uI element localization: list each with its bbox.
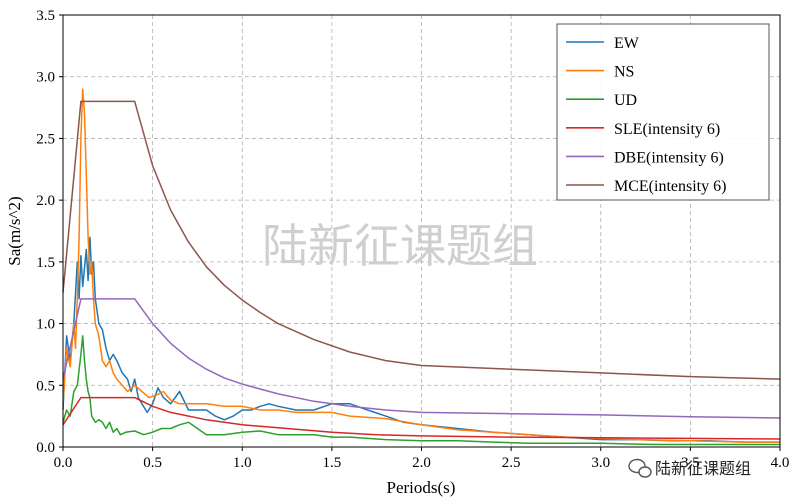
x-tick-label: 3.5 [681, 455, 700, 471]
series-line-dbe [62, 298, 781, 419]
wechat-badge: 陆新征课题组 [628, 458, 751, 478]
y-tick-label: 2.5 [36, 131, 55, 147]
y-tick-label: 0.0 [36, 440, 55, 456]
legend-label: SLE(intensity 6) [614, 121, 720, 138]
series-lines [62, 88, 781, 446]
x-tick-label: 0.5 [143, 455, 162, 471]
badge-text: 陆新征课题组 [655, 459, 751, 478]
x-tick-label: 2.5 [502, 455, 521, 471]
x-tick-label: 0.0 [54, 455, 73, 471]
y-tick-label: 1.5 [36, 255, 55, 271]
series-line-mce [62, 100, 781, 380]
y-tick-label: 3.0 [36, 70, 55, 86]
series-line-ud [62, 335, 780, 446]
x-tick-label: 1.5 [323, 455, 342, 471]
watermark: 陆新征课题组 [262, 221, 538, 272]
x-tick-label: 4.0 [771, 455, 790, 471]
x-axis-ticks: 0.0 0.5 1.0 1.5 2.0 2.5 3.0 3.5 4.0 [54, 447, 790, 471]
y-tick-label: 2.0 [36, 193, 55, 209]
series-line-sle [62, 396, 781, 440]
legend-label: UD [614, 92, 637, 109]
y-tick-label: 0.5 [36, 378, 55, 394]
legend-box [556, 23, 770, 201]
y-axis-label: Sa(m/s^2) [5, 196, 24, 265]
legend-label: NS [614, 64, 634, 81]
legend-label: EW [614, 35, 640, 52]
y-tick-label: 1.0 [36, 317, 55, 333]
legend: EW NS UD SLE(intensity 6) DBE(intensity 6) MC… [556, 23, 770, 201]
legend-label: DBE(intensity 6) [614, 149, 724, 166]
x-tick-label: 2.0 [412, 455, 431, 471]
y-axis-ticks: 0.0 0.5 1.0 1.5 2.0 2.5 3.0 3.5 [36, 8, 63, 456]
legend-label: MCE(intensity 6) [614, 178, 726, 195]
x-tick-label: 3.0 [591, 455, 610, 471]
x-axis-label: Periods(s) [387, 478, 456, 497]
wechat-icon [628, 458, 652, 478]
y-tick-label: 3.5 [36, 8, 55, 24]
x-tick-label: 1.0 [233, 455, 252, 471]
